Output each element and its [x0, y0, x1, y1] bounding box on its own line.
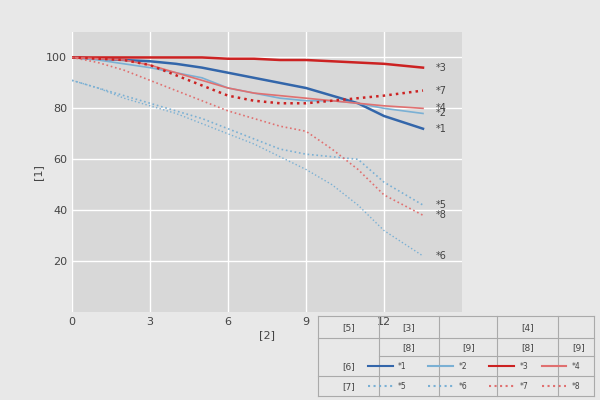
Text: *4: *4 — [436, 103, 447, 113]
Text: *1: *1 — [436, 124, 447, 134]
Text: [8]: [8] — [403, 343, 415, 352]
Text: *2: *2 — [436, 108, 447, 118]
X-axis label: [2]: [2] — [259, 330, 275, 340]
Text: [9]: [9] — [572, 343, 585, 352]
Text: *3: *3 — [520, 362, 528, 371]
Text: [7]: [7] — [342, 382, 355, 391]
Text: *5: *5 — [398, 382, 407, 391]
Text: *1: *1 — [398, 362, 407, 371]
Text: [5]: [5] — [342, 323, 355, 332]
Text: *7: *7 — [436, 86, 447, 96]
Text: *6: *6 — [436, 251, 447, 261]
Text: *2: *2 — [459, 362, 467, 371]
Y-axis label: [1]: [1] — [34, 164, 43, 180]
Text: [4]: [4] — [521, 323, 534, 332]
Text: [8]: [8] — [521, 343, 534, 352]
Text: [9]: [9] — [462, 343, 475, 352]
Text: *7: *7 — [520, 382, 528, 391]
Text: *8: *8 — [436, 210, 447, 220]
Text: *8: *8 — [572, 382, 581, 391]
Text: [3]: [3] — [403, 323, 415, 332]
Text: *6: *6 — [459, 382, 467, 391]
Text: [6]: [6] — [342, 362, 355, 371]
Text: *3: *3 — [436, 63, 447, 73]
Text: *4: *4 — [572, 362, 581, 371]
Text: *5: *5 — [436, 200, 447, 210]
